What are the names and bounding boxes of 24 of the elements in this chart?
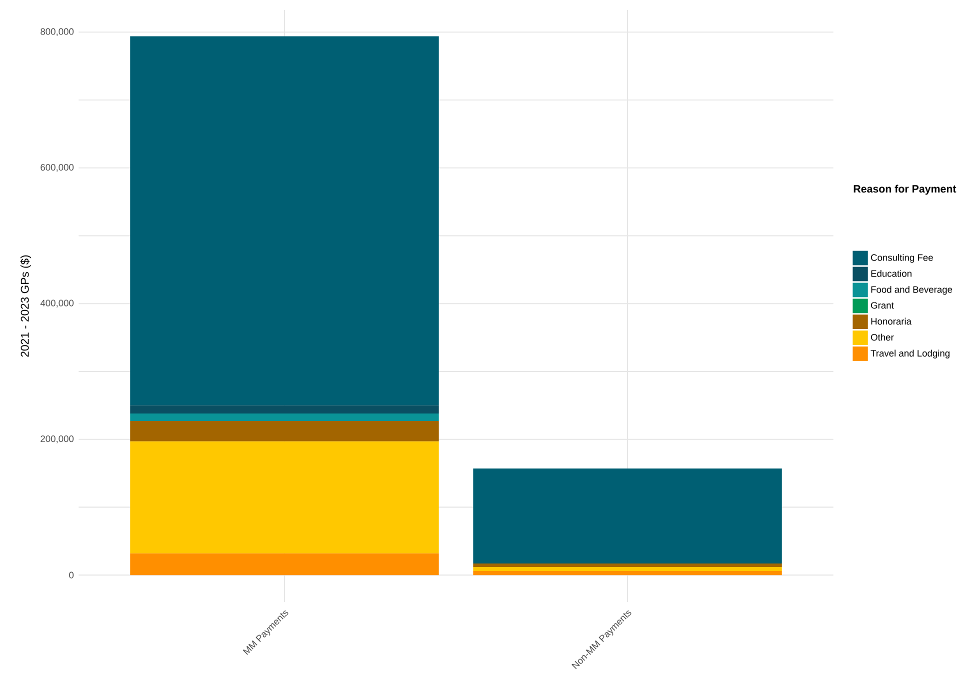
y-axis-title: 2021 - 2023 GPs ($): [20, 255, 32, 357]
legend-label: Travel and Lodging: [870, 350, 950, 358]
bar: [130, 36, 439, 406]
bar: [473, 468, 782, 564]
bar: [130, 413, 439, 421]
y-tick-label: 600,000: [40, 164, 74, 172]
y-tick-label: 0: [69, 572, 74, 578]
bar: [473, 570, 782, 575]
bar: [130, 441, 439, 554]
y-tick-label: 800,000: [40, 28, 74, 36]
legend-label: Other: [870, 334, 894, 340]
legend-label: Consulting Fee: [871, 254, 933, 263]
bar: [473, 566, 782, 571]
legend-label: Education: [871, 270, 912, 277]
bar: [130, 553, 439, 575]
bar: [130, 420, 439, 442]
y-tick-label: 200,000: [40, 435, 74, 444]
y-tick-label: 400,000: [40, 300, 74, 308]
legend-title: Reason for Payment: [854, 184, 956, 195]
legend-label: Grant: [871, 302, 894, 309]
legend-label: Food and Beverage: [871, 286, 952, 295]
bar: [130, 405, 439, 414]
bar: [473, 563, 782, 567]
legend-label: Honoraria: [871, 318, 912, 324]
